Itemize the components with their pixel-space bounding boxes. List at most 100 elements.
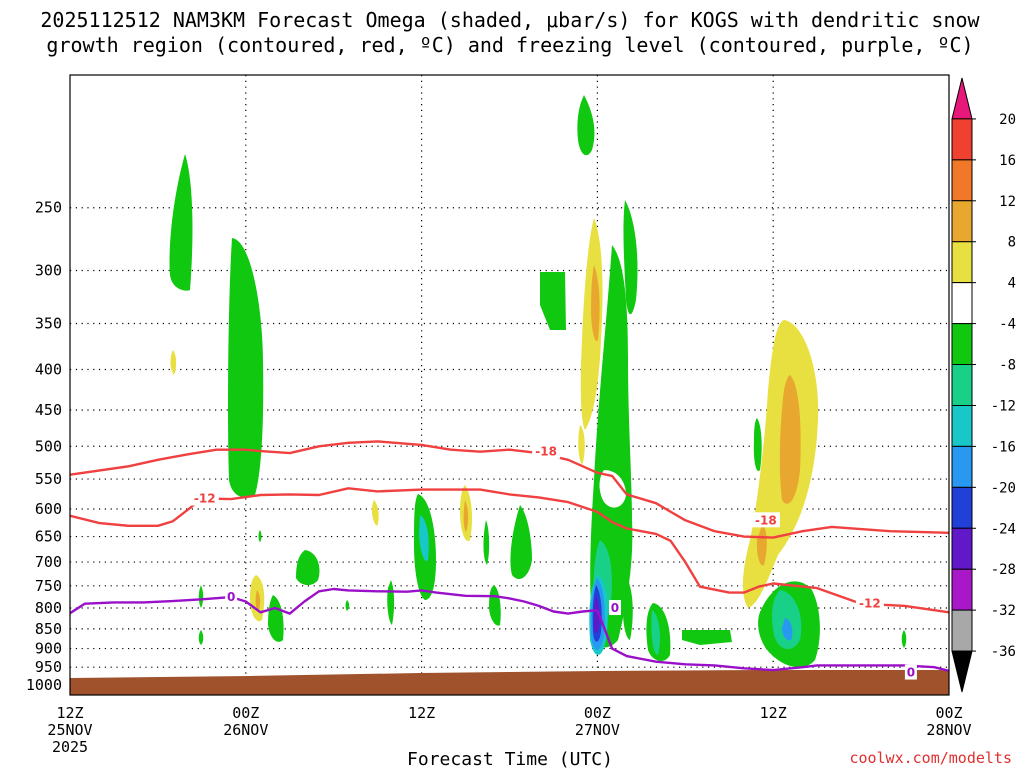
- x-tick-label: 12Z: [56, 704, 83, 722]
- colorbar-bin: [951, 568, 973, 611]
- colorbar-bin: [951, 118, 973, 161]
- colorbar-label: -28: [991, 562, 1016, 578]
- colorbar-label: 16: [999, 153, 1016, 169]
- omega-region: [228, 238, 264, 498]
- x-tick-label: 00Z: [232, 704, 259, 722]
- contour-label: 0: [611, 601, 619, 615]
- x-tick-label: 27NOV: [575, 721, 620, 739]
- y-tick-label: 750: [35, 577, 62, 595]
- y-tick-label: 350: [35, 315, 62, 333]
- omega-region: [489, 585, 501, 626]
- colorbar-label: -36: [991, 644, 1016, 660]
- colorbar-label: -24: [991, 521, 1016, 537]
- omega-region: [258, 530, 262, 542]
- colorbar-bin: [951, 77, 973, 120]
- omega-region: [198, 585, 204, 608]
- colorbar-label: 20: [999, 112, 1016, 128]
- colorbar-bin: [951, 282, 973, 325]
- colorbar-label: -32: [991, 603, 1016, 619]
- y-tick-label: 250: [35, 199, 62, 217]
- omega-shading: [169, 95, 907, 668]
- contour-label: -18: [755, 513, 777, 527]
- omega-region: [268, 595, 284, 642]
- contour-label: -18: [535, 445, 557, 459]
- omega-region: [255, 590, 261, 612]
- omega-region: [483, 520, 490, 565]
- chart-title-line-2: growth region (contoured, red, ºC) and f…: [46, 33, 973, 57]
- y-tick-label: 900: [35, 640, 62, 658]
- omega-region: [419, 515, 429, 561]
- y-tick-label: 500: [35, 437, 62, 455]
- contour-label: 0: [227, 590, 235, 604]
- colorbar-bin: [951, 200, 973, 243]
- colorbar-bin: [951, 609, 973, 652]
- omega-region: [756, 525, 767, 566]
- colorbar-label: 4: [1008, 276, 1016, 292]
- contour-label-bg: [532, 443, 561, 459]
- y-tick-label: 600: [35, 500, 62, 518]
- contour-label-bg: [855, 595, 884, 611]
- contour-lines: -18 -18 -12 -12 0 0 0: [70, 440, 949, 680]
- colorbar-bin: [951, 486, 973, 529]
- colorbar-label: -12: [991, 398, 1016, 414]
- y-tick-label: 400: [35, 360, 62, 378]
- omega-region: [387, 580, 395, 625]
- credit-text: coolwx.com/modelts: [849, 749, 1012, 767]
- omega-region: [594, 595, 600, 634]
- y-tick-label: 700: [35, 553, 62, 571]
- colorbar-bin: [951, 445, 973, 488]
- colorbar-bin: [951, 527, 973, 570]
- colorbar-label: 12: [999, 194, 1016, 210]
- chart-title-line-1: 2025112512 NAM3KM Forecast Omega (shaded…: [40, 8, 980, 32]
- x-tick-label: 00Z: [935, 704, 962, 722]
- colorbar-label: -20: [991, 480, 1016, 496]
- plot-frame: [69, 74, 950, 696]
- y-tick-label: 1000: [26, 676, 62, 694]
- contour-label: -12: [194, 492, 216, 506]
- contour-label: -12: [859, 597, 881, 611]
- colorbar-bin: [951, 650, 973, 693]
- colorbar-label: 8: [1008, 235, 1016, 251]
- contour-label-bg: [904, 664, 917, 680]
- x-tick-label: 25NOV: [47, 721, 92, 739]
- colorbar-bin: [951, 159, 973, 202]
- omega-region: [901, 630, 907, 648]
- omega-region: [651, 610, 660, 655]
- omega-region: [296, 550, 320, 586]
- omega-region: [463, 500, 469, 532]
- terrain-fill: [70, 670, 949, 695]
- omega-region: [779, 375, 801, 504]
- omega-region: [169, 154, 193, 291]
- omega-region: [580, 218, 603, 430]
- omega-region: [682, 630, 732, 645]
- omega-region: [591, 265, 600, 341]
- omega-colorbar: 20 16 12 8 4 -4 -8 -12 -16 -20 -24 -28 -32 -36: [951, 77, 1016, 693]
- y-tick-label: 650: [35, 528, 62, 546]
- y-tick-label: 850: [35, 620, 62, 638]
- x-axis-title: Forecast Time (UTC): [407, 749, 613, 768]
- y-tick-label: 950: [35, 658, 62, 676]
- contour-label: 0: [907, 666, 915, 680]
- omega-region: [782, 618, 793, 641]
- omega-region: [599, 470, 626, 508]
- x-tick-label: 12Z: [760, 704, 787, 722]
- x-tick-label: 28NOV: [926, 721, 971, 739]
- omega-region: [345, 600, 350, 611]
- contour-label-bg: [608, 600, 621, 616]
- omega-region: [753, 418, 762, 471]
- x-tick-label: 00Z: [584, 704, 611, 722]
- colorbar-label: -4: [999, 317, 1016, 333]
- contour-dgz-top: [70, 440, 949, 539]
- omega-region: [170, 350, 177, 375]
- y-tick-label: 300: [35, 261, 62, 279]
- omega-region: [578, 425, 585, 465]
- colorbar-bin: [951, 323, 973, 366]
- x-tick-label: 2025: [52, 738, 88, 756]
- contour-freezing-level: [70, 587, 949, 672]
- x-tick-label: 12Z: [408, 704, 435, 722]
- colorbar-label: -16: [991, 439, 1016, 455]
- omega-region: [198, 630, 204, 645]
- omega-region: [371, 500, 379, 526]
